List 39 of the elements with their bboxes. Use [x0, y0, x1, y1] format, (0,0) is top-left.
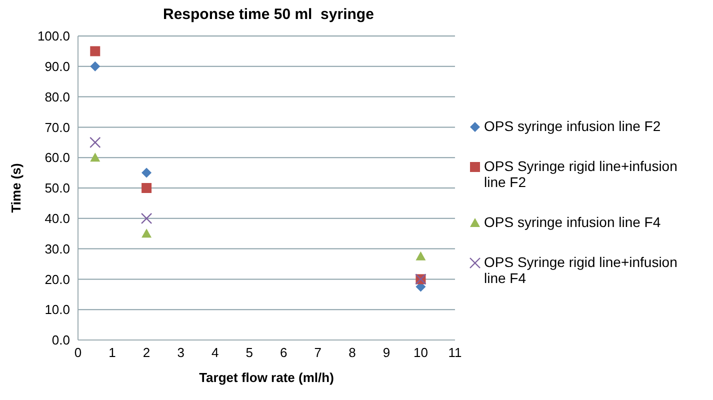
x-tick-label: 7: [314, 345, 322, 360]
x-tick-label: 3: [177, 345, 184, 360]
point: [90, 136, 101, 148]
x-tick-label: 11: [448, 345, 462, 360]
legend-label: OPS Syringe rigid line+infusion line F2: [484, 158, 678, 190]
x-axis-title: Target flow rate (ml/h): [199, 370, 334, 385]
y-tick-label: 10.0: [44, 302, 70, 318]
legend-label: OPS syringe infusion line F2: [484, 118, 661, 134]
y-tick-label: 60.0: [44, 150, 70, 166]
y-tick-label: 80.0: [44, 89, 70, 104]
y-tick-label: 40.0: [44, 211, 70, 226]
x-tick-label: 4: [211, 345, 219, 360]
point: [90, 152, 100, 162]
y-tick-label: 30.0: [44, 241, 70, 256]
point: [142, 168, 152, 178]
legend-label: OPS Syringe rigid line+infusion line F4: [484, 254, 678, 286]
chart-title: Response time 50 ml syringe: [162, 6, 375, 25]
x-tick-label: 10: [413, 345, 428, 360]
point: [416, 251, 426, 260]
y-tick-label: 70.0: [44, 120, 70, 135]
y-axis-title: Time (s): [8, 163, 24, 213]
y-tick-label: 50.0: [44, 180, 70, 196]
point: [142, 228, 152, 238]
x-tick-label: 9: [382, 345, 390, 360]
legend-label: OPS syringe infusion line F4: [484, 214, 661, 230]
x-tick-label: 0: [74, 345, 82, 360]
point: [142, 183, 152, 193]
x-tick-label: 2: [142, 345, 150, 360]
y-tick-label: 90.0: [44, 59, 70, 74]
point: [90, 61, 100, 72]
point: [90, 46, 100, 56]
y-tick-label: 100.0: [37, 28, 70, 44]
x-tick-label: 6: [280, 345, 288, 360]
x-tick-label: 1: [108, 345, 116, 360]
point: [140, 212, 152, 224]
x-tick-label: 8: [348, 345, 356, 360]
y-tick-label: 20.0: [44, 272, 70, 287]
x-tick-label: 5: [246, 345, 253, 360]
y-tick-label: 0.0: [52, 332, 70, 348]
